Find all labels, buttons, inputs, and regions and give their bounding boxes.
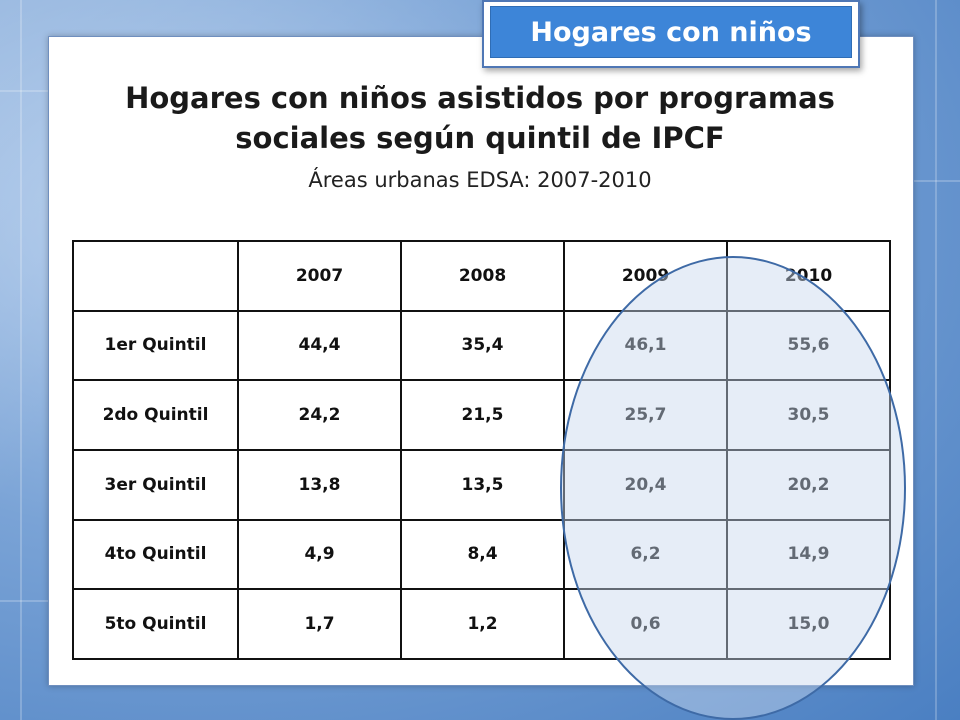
table-cell: 15,0 — [726, 588, 891, 660]
table-cell: 25,7 — [563, 379, 728, 451]
row-label: 1er Quintil — [72, 309, 239, 382]
table-cell: 13,8 — [237, 448, 402, 521]
data-table: 2007 2008 2009 2010 1er Quintil 44,4 35,… — [72, 240, 891, 660]
table-cell: 8,4 — [400, 518, 565, 591]
table-cell: 1,2 — [400, 588, 565, 660]
table-cell: 35,4 — [400, 309, 565, 382]
table-cell: 55,6 — [726, 309, 891, 382]
section-tag: Hogares con niños — [482, 0, 860, 68]
table-cell: 21,5 — [400, 379, 565, 451]
section-tag-label: Hogares con niños — [490, 6, 852, 58]
table-cell: 44,4 — [237, 309, 402, 382]
background-line — [935, 0, 937, 720]
slide-title: Hogares con niños asistidos por programa… — [125, 81, 835, 155]
header-cell-2007: 2007 — [237, 240, 402, 312]
header-cell-2010: 2010 — [726, 240, 891, 312]
header-cell-2008: 2008 — [400, 240, 565, 312]
row-label: 3er Quintil — [72, 448, 239, 521]
table-cell: 46,1 — [563, 309, 728, 382]
background-line — [912, 180, 960, 182]
table-cell: 1,7 — [237, 588, 402, 660]
table-cell: 20,2 — [726, 448, 891, 521]
table-row: 4to Quintil 4,9 8,4 6,2 14,9 — [72, 518, 891, 591]
row-label: 2do Quintil — [72, 379, 239, 451]
table-cell: 4,9 — [237, 518, 402, 591]
table-cell: 24,2 — [237, 379, 402, 451]
table-cell: 30,5 — [726, 379, 891, 451]
row-label: 5to Quintil — [72, 588, 239, 660]
slide-subtitle: Áreas urbanas EDSA: 2007-2010 — [308, 168, 652, 192]
table-row: 2do Quintil 24,2 21,5 25,7 30,5 — [72, 379, 891, 451]
table-cell: 20,4 — [563, 448, 728, 521]
background-line — [0, 600, 48, 602]
background-line — [20, 0, 22, 720]
table-cell: 14,9 — [726, 518, 891, 591]
header-row: 2007 2008 2009 2010 — [72, 240, 891, 312]
table-cell: 0,6 — [563, 588, 728, 660]
header-cell-empty — [72, 240, 239, 312]
table-row: 5to Quintil 1,7 1,2 0,6 15,0 — [72, 588, 891, 660]
header-cell-2009: 2009 — [563, 240, 728, 312]
background-line — [0, 90, 48, 92]
table-cell: 6,2 — [563, 518, 728, 591]
table-row: 3er Quintil 13,8 13,5 20,4 20,2 — [72, 448, 891, 521]
table-row: 1er Quintil 44,4 35,4 46,1 55,6 — [72, 309, 891, 382]
row-label: 4to Quintil — [72, 518, 239, 591]
table-cell: 13,5 — [400, 448, 565, 521]
